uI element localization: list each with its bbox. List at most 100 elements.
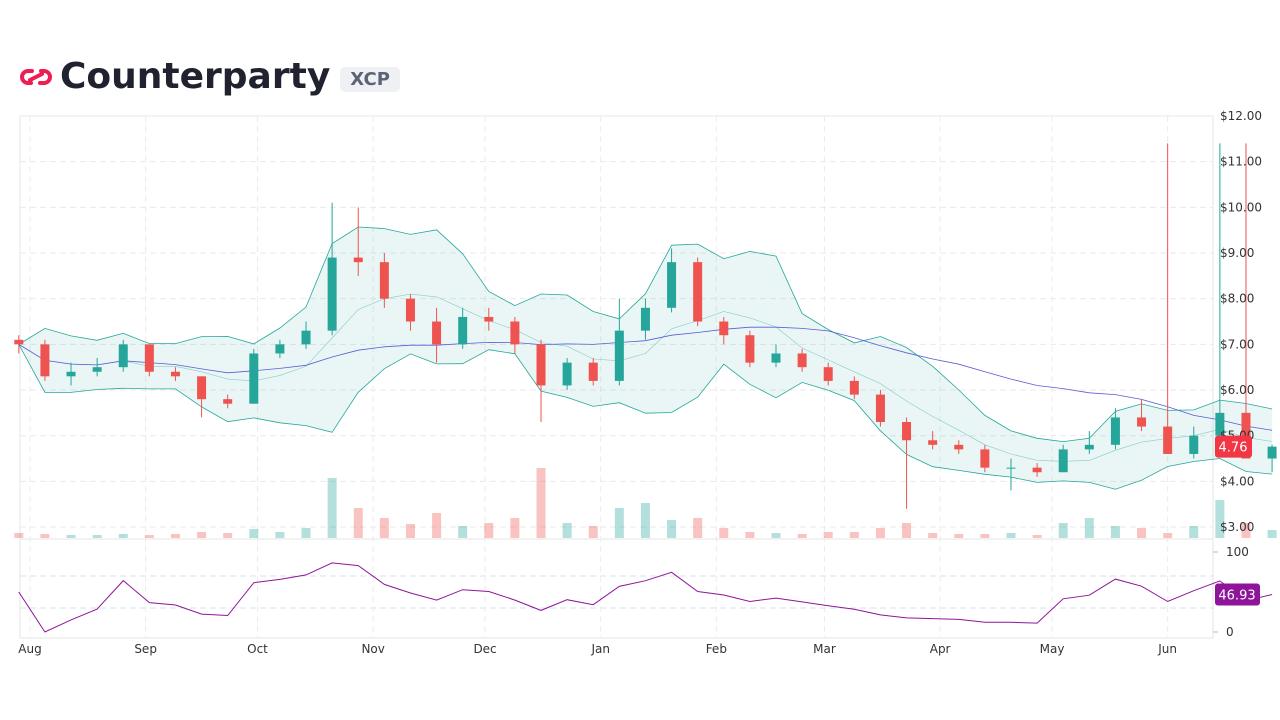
rsi-line (18, 562, 1273, 633)
volume-bar (875, 528, 885, 538)
price-tick-label: $7.00 (1220, 337, 1254, 351)
candle-body (379, 262, 389, 299)
candle-body (719, 321, 729, 336)
rsi-tick-label: 100 (1226, 545, 1249, 559)
candle-body (223, 399, 233, 404)
axes: $12.00$11.00$10.00$9.00$8.00$7.00$6.00$5… (18, 109, 1262, 656)
header: Counterparty XCP (20, 56, 400, 97)
volume-bar (432, 513, 442, 538)
volume-bar (1006, 533, 1016, 538)
volume-bar (640, 503, 650, 538)
price-tick-label: $6.00 (1220, 383, 1254, 397)
time-tick-label: Sep (134, 642, 157, 656)
plot-border (19, 115, 1214, 639)
volume-bar (745, 532, 755, 538)
rsi-tick-label: 0 (1226, 625, 1234, 639)
volume-bar (954, 534, 964, 538)
candle-body (484, 316, 494, 322)
volume-bar (667, 520, 677, 538)
price-tick-label: $12.00 (1220, 109, 1262, 123)
volume-bar (1032, 535, 1042, 538)
time-tick-label: Mar (813, 642, 836, 656)
volume-bar (379, 518, 389, 538)
last-rsi-label-bg (1215, 583, 1260, 606)
candle-body (588, 362, 598, 381)
volume-bar (353, 508, 363, 538)
time-tick-label: Jan (590, 642, 610, 656)
volume-bar (849, 532, 859, 538)
candle-body (771, 353, 781, 363)
volume-bar (719, 528, 729, 538)
candle-body (849, 380, 859, 395)
volume-bar (1163, 533, 1173, 538)
volume-bar (275, 532, 285, 538)
bollinger-bands (18, 226, 1273, 490)
candle-body (1267, 446, 1277, 459)
time-tick-label: Feb (706, 642, 727, 656)
volume-bar (223, 533, 233, 538)
volume-bar (823, 532, 833, 538)
volume-bar (797, 534, 807, 538)
volume-bar (1110, 526, 1120, 538)
candle-body (510, 321, 520, 345)
candle-body (197, 376, 207, 400)
candle-body (170, 371, 180, 377)
volume-bar (405, 524, 415, 538)
volume-bar (40, 534, 50, 538)
volume-bar (249, 529, 259, 538)
candle-body (614, 330, 624, 381)
volume-bar (197, 532, 207, 538)
price-tick-label: $11.00 (1220, 155, 1262, 169)
volume-bar (614, 508, 624, 538)
volume-bar (484, 523, 494, 538)
time-tick-label: May (1040, 642, 1065, 656)
candle-body (40, 344, 50, 377)
volume-bar (536, 468, 546, 538)
volume-bar (1058, 523, 1068, 538)
candle-body (405, 298, 415, 322)
candle-body (301, 330, 311, 345)
candle-body (536, 344, 546, 386)
candle-body (14, 339, 24, 345)
time-tick-label: Dec (473, 642, 496, 656)
candle-body (1110, 417, 1120, 445)
rsi-pane (18, 562, 1273, 633)
bollinger-fill (18, 227, 1273, 490)
last-price-label-bg (1215, 435, 1252, 458)
candle-body (1032, 467, 1042, 473)
volume-bar (301, 528, 311, 538)
candle-body (640, 307, 650, 331)
volume-bar (92, 535, 102, 538)
candle-body (980, 449, 990, 468)
volume-bar (510, 518, 520, 538)
bollinger-upper (18, 226, 1273, 443)
volume-bar (588, 526, 598, 538)
volume-bar (693, 518, 703, 538)
volume-bar (980, 534, 990, 538)
price-tick-label: $3.00 (1220, 520, 1254, 534)
volume-bar (771, 533, 781, 538)
candle-body (458, 316, 468, 345)
volume-bar (1189, 526, 1199, 538)
candle-body (1215, 412, 1225, 436)
time-tick-label: Aug (18, 642, 41, 656)
candle-body (1189, 435, 1199, 454)
volume-bar (1241, 523, 1251, 538)
candle-body (902, 421, 912, 441)
candle-body (249, 353, 259, 404)
candle-body (327, 257, 337, 331)
candle-body (1137, 417, 1147, 427)
price-tick-label: $10.00 (1220, 200, 1262, 214)
volume-bar (1084, 518, 1094, 538)
volume-bar (1215, 500, 1225, 538)
time-tick-label: Nov (361, 642, 384, 656)
candle-body (92, 367, 102, 372)
candle-body (118, 344, 128, 368)
candle-body (1006, 467, 1016, 469)
ticker-badge: XCP (340, 67, 400, 92)
volume-bar (562, 523, 572, 538)
candle-body (745, 335, 755, 363)
counterparty-logo-icon (20, 68, 52, 85)
price-tick-label: $4.00 (1220, 474, 1254, 488)
